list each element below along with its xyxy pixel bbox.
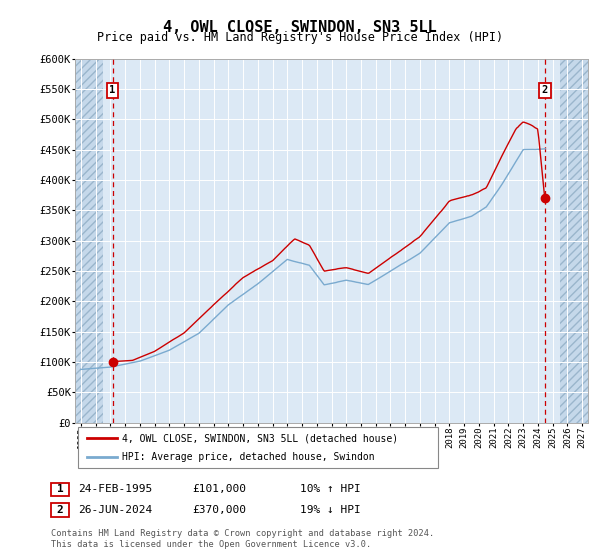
Bar <box>560 59 588 423</box>
Text: 24-FEB-1995: 24-FEB-1995 <box>78 484 152 494</box>
Bar <box>75 59 103 423</box>
Text: 1: 1 <box>109 85 116 95</box>
Bar <box>75 59 103 423</box>
Text: 19% ↓ HPI: 19% ↓ HPI <box>300 505 361 515</box>
Text: 2: 2 <box>56 505 64 515</box>
Text: 10% ↑ HPI: 10% ↑ HPI <box>300 484 361 494</box>
Text: 1: 1 <box>56 484 64 494</box>
Text: 26-JUN-2024: 26-JUN-2024 <box>78 505 152 515</box>
Text: £101,000: £101,000 <box>192 484 246 494</box>
Text: 4, OWL CLOSE, SWINDON, SN3 5LL (detached house): 4, OWL CLOSE, SWINDON, SN3 5LL (detached… <box>122 433 398 443</box>
Bar <box>560 59 588 423</box>
Text: 2: 2 <box>542 85 548 95</box>
Text: 4, OWL CLOSE, SWINDON, SN3 5LL: 4, OWL CLOSE, SWINDON, SN3 5LL <box>163 20 437 35</box>
Text: £370,000: £370,000 <box>192 505 246 515</box>
Text: Contains HM Land Registry data © Crown copyright and database right 2024.
This d: Contains HM Land Registry data © Crown c… <box>51 529 434 549</box>
Text: Price paid vs. HM Land Registry's House Price Index (HPI): Price paid vs. HM Land Registry's House … <box>97 31 503 44</box>
Text: HPI: Average price, detached house, Swindon: HPI: Average price, detached house, Swin… <box>122 452 374 463</box>
